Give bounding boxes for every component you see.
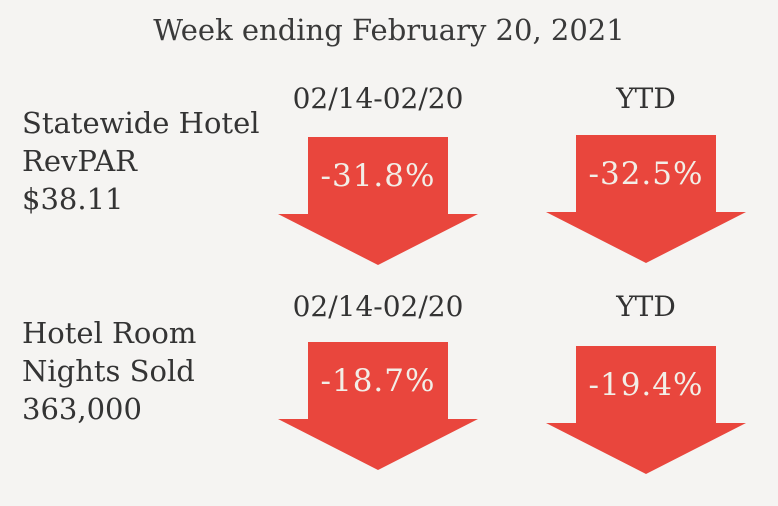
change-value-revpar-week: -31.8%	[320, 157, 436, 194]
down-arrow-room-nights-ytd: -19.4%	[546, 346, 746, 474]
metric-name-line: Statewide Hotel	[22, 106, 260, 140]
down-arrow-room-nights-week: -18.7%	[278, 342, 478, 470]
metric-name-line: RevPAR	[22, 144, 138, 178]
down-arrow-revpar-week: -31.8%	[278, 137, 478, 265]
metric-label-revpar: Statewide Hotel RevPAR $38.11	[22, 104, 272, 218]
metric-value: $38.11	[22, 182, 124, 216]
down-arrow-icon	[546, 135, 746, 263]
down-arrow-revpar-ytd: -32.5%	[546, 135, 746, 263]
metric-label-room-nights: Hotel Room Nights Sold 363,000	[22, 314, 272, 428]
down-arrow-icon	[278, 137, 478, 265]
metric-value: 363,000	[22, 392, 142, 426]
change-value-room-nights-week: -18.7%	[320, 362, 436, 399]
page-title: Week ending February 20, 2021	[153, 13, 625, 47]
change-value-revpar-ytd: -32.5%	[588, 155, 704, 192]
change-value-room-nights-ytd: -19.4%	[588, 366, 704, 403]
metric-name-line: Hotel Room	[22, 316, 197, 350]
column-header-week-row1: 02/14-02/20	[292, 82, 464, 115]
column-header-ytd-row2: YTD	[616, 290, 676, 323]
column-header-week-row2: 02/14-02/20	[292, 290, 464, 323]
metric-name-line: Nights Sold	[22, 354, 195, 388]
down-arrow-icon	[546, 346, 746, 474]
down-arrow-icon	[278, 342, 478, 470]
column-header-ytd-row1: YTD	[616, 82, 676, 115]
